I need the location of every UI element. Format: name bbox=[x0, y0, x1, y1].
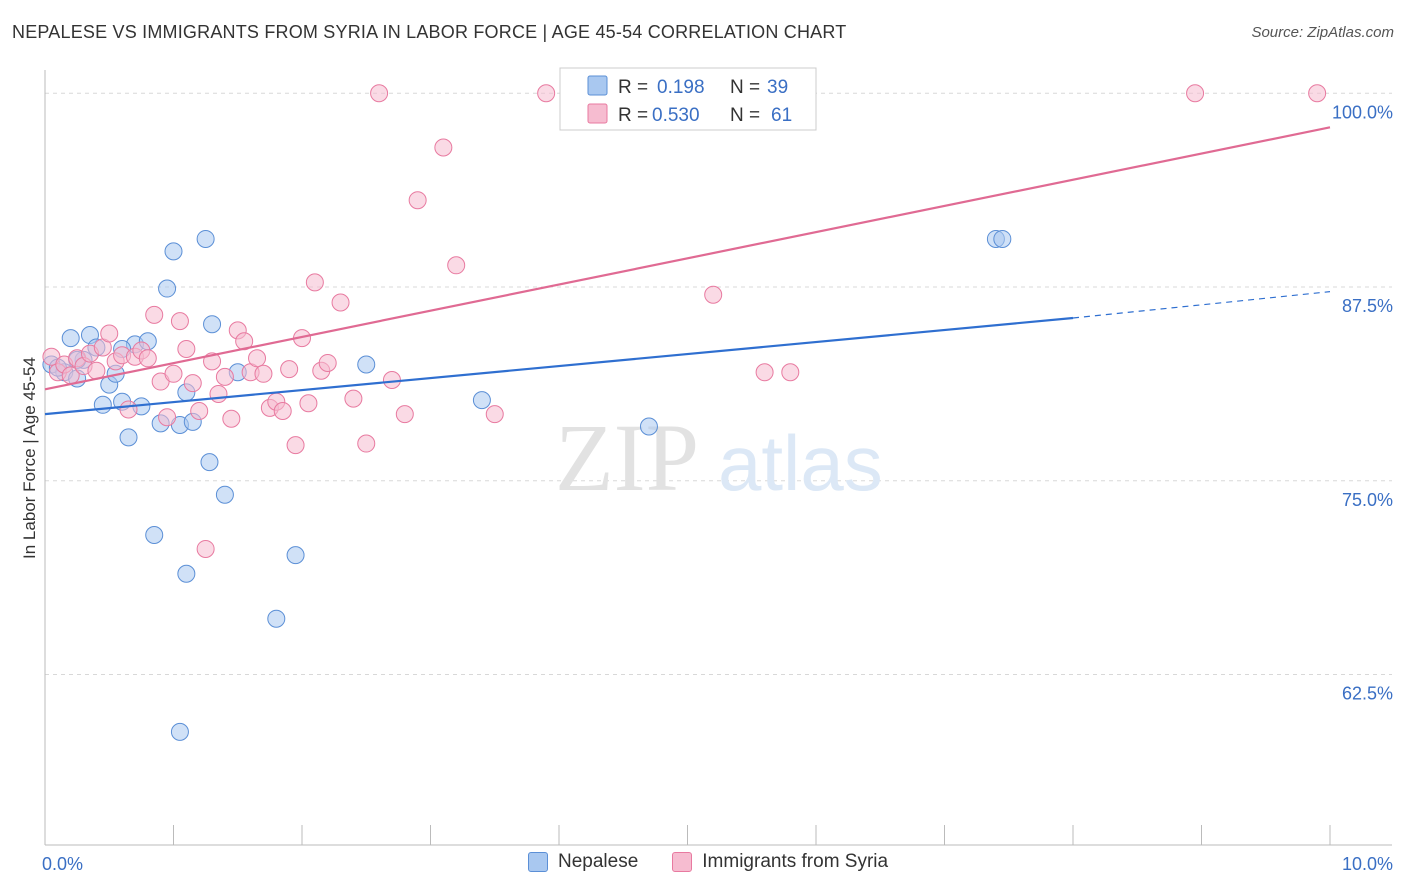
point-nepalese bbox=[203, 315, 222, 334]
stats-n-value-0: 39 bbox=[767, 77, 788, 98]
point-nepalese bbox=[357, 355, 376, 374]
point-syria bbox=[781, 363, 800, 382]
point-syria bbox=[370, 84, 389, 103]
trend-line-syria bbox=[44, 126, 1331, 391]
point-nepalese bbox=[472, 391, 491, 410]
point-syria bbox=[286, 436, 305, 455]
y-tick-label: 75.0% bbox=[1342, 490, 1393, 510]
point-syria bbox=[177, 340, 196, 358]
stats-n-value-1: 61 bbox=[771, 105, 792, 126]
x-tick-label: 10.0% bbox=[1342, 854, 1393, 874]
point-syria bbox=[209, 384, 228, 403]
legend-item-nepalese: Nepalese bbox=[528, 851, 638, 873]
trend-line-nepalese-extension bbox=[1072, 291, 1331, 319]
point-syria bbox=[1308, 84, 1327, 103]
point-syria bbox=[145, 305, 164, 324]
tick-labels: 62.5% 75.0% 87.5% 100.0% 0.0% 10.0% bbox=[42, 102, 1393, 874]
point-syria bbox=[183, 374, 202, 393]
y-axis-label: In Labor Force | Age 45-54 bbox=[20, 357, 39, 559]
point-syria bbox=[704, 285, 723, 304]
stats-swatch-nepalese bbox=[587, 75, 608, 96]
scatter-points bbox=[42, 84, 1327, 741]
point-syria bbox=[1186, 84, 1205, 103]
stats-n-label-0: N = bbox=[730, 77, 760, 98]
stats-r-label-0: R = bbox=[618, 77, 648, 98]
point-syria bbox=[196, 539, 215, 558]
axes bbox=[44, 70, 1392, 846]
y-tick-label: 100.0% bbox=[1332, 102, 1393, 122]
legend-label-syria: Immigrants from Syria bbox=[702, 851, 889, 872]
point-syria bbox=[254, 364, 273, 383]
grid-lines bbox=[45, 92, 1392, 675]
trend-lines bbox=[44, 126, 1331, 416]
point-nepalese bbox=[61, 329, 80, 348]
point-syria bbox=[485, 405, 504, 424]
stats-legend-box: R = 0.198 N = 39 R = 0.530 N = 61 bbox=[559, 67, 817, 131]
stats-r-label-1: R = bbox=[618, 105, 648, 126]
point-syria bbox=[305, 273, 324, 292]
point-nepalese bbox=[170, 722, 189, 741]
point-nepalese bbox=[164, 242, 183, 261]
point-syria bbox=[408, 191, 427, 210]
watermark-atlas: atlas bbox=[718, 419, 883, 507]
stats-r-value-0: 0.198 bbox=[657, 77, 705, 98]
stats-r-value-1: 0.530 bbox=[652, 105, 700, 126]
point-nepalese bbox=[158, 279, 177, 298]
point-syria bbox=[119, 400, 138, 419]
point-nepalese bbox=[200, 453, 219, 472]
point-nepalese bbox=[215, 485, 234, 504]
point-syria bbox=[138, 349, 157, 368]
stats-swatch-syria bbox=[587, 103, 608, 124]
watermark-zip: ZIP bbox=[555, 404, 699, 511]
x-tick-label: 0.0% bbox=[42, 854, 83, 874]
legend-label-nepalese: Nepalese bbox=[558, 851, 639, 872]
point-syria bbox=[755, 363, 774, 382]
point-nepalese bbox=[267, 609, 286, 628]
point-syria bbox=[447, 256, 466, 275]
legend-swatch-nepalese bbox=[528, 852, 548, 872]
y-tick-label: 62.5% bbox=[1342, 684, 1393, 704]
point-nepalese bbox=[93, 395, 112, 414]
point-syria bbox=[190, 402, 209, 420]
point-syria bbox=[537, 84, 556, 103]
series-legend: Nepalese Immigrants from Syria bbox=[528, 851, 922, 873]
trend-line-nepalese bbox=[44, 316, 1074, 416]
point-syria bbox=[331, 293, 350, 312]
point-syria bbox=[382, 371, 401, 389]
legend-swatch-syria bbox=[672, 852, 693, 872]
stats-n-label-1: N = bbox=[730, 105, 760, 126]
y-tick-label: 87.5% bbox=[1342, 296, 1393, 316]
point-syria bbox=[299, 394, 318, 413]
chart-title: NEPALESE VS IMMIGRANTS FROM SYRIA IN LAB… bbox=[12, 22, 847, 42]
point-syria bbox=[344, 389, 363, 408]
watermark: ZIP atlas bbox=[555, 404, 883, 511]
point-syria bbox=[164, 364, 183, 383]
point-syria bbox=[222, 409, 241, 428]
legend-item-syria: Immigrants from Syria bbox=[672, 851, 888, 873]
point-syria bbox=[248, 349, 267, 368]
point-syria bbox=[170, 312, 189, 331]
point-syria bbox=[215, 367, 234, 386]
point-syria bbox=[273, 402, 292, 420]
point-syria bbox=[357, 434, 376, 453]
point-nepalese bbox=[145, 526, 164, 544]
point-nepalese bbox=[196, 229, 215, 248]
source-label: Source: ZipAtlas.com bbox=[1251, 24, 1394, 41]
point-syria bbox=[395, 405, 414, 424]
point-syria bbox=[158, 408, 177, 427]
point-nepalese bbox=[119, 428, 138, 447]
point-nepalese bbox=[177, 564, 196, 583]
point-syria bbox=[280, 360, 299, 379]
point-nepalese bbox=[993, 229, 1012, 248]
point-syria bbox=[318, 353, 337, 372]
point-nepalese bbox=[639, 417, 658, 436]
point-syria bbox=[434, 138, 453, 157]
point-nepalese bbox=[286, 546, 305, 565]
point-syria bbox=[100, 324, 119, 343]
